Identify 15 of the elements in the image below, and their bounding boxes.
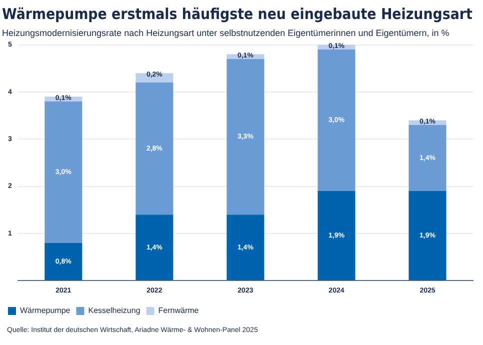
bar — [136, 82, 174, 215]
legend-label: Wärmepumpe — [20, 306, 71, 316]
bar — [136, 214, 174, 280]
bar — [226, 58, 264, 215]
legend-label: Kesselheizung — [88, 306, 140, 316]
bar — [408, 190, 446, 280]
bar — [226, 214, 264, 280]
bar — [318, 190, 356, 280]
chart-title: Wärmepumpe erstmals häufigste neu eingebaute Heizungsart — [2, 6, 473, 24]
bar — [408, 124, 446, 191]
bar — [44, 242, 82, 280]
legend-label: Fernwärme — [158, 306, 200, 316]
chart-subtitle: Heizungsmodernisierungsrate nach Heizungsart unter selbstnutzenden Eigentümerinnen und Eigentümern, in % — [2, 28, 450, 38]
bar — [44, 101, 82, 243]
bar — [318, 50, 356, 191]
